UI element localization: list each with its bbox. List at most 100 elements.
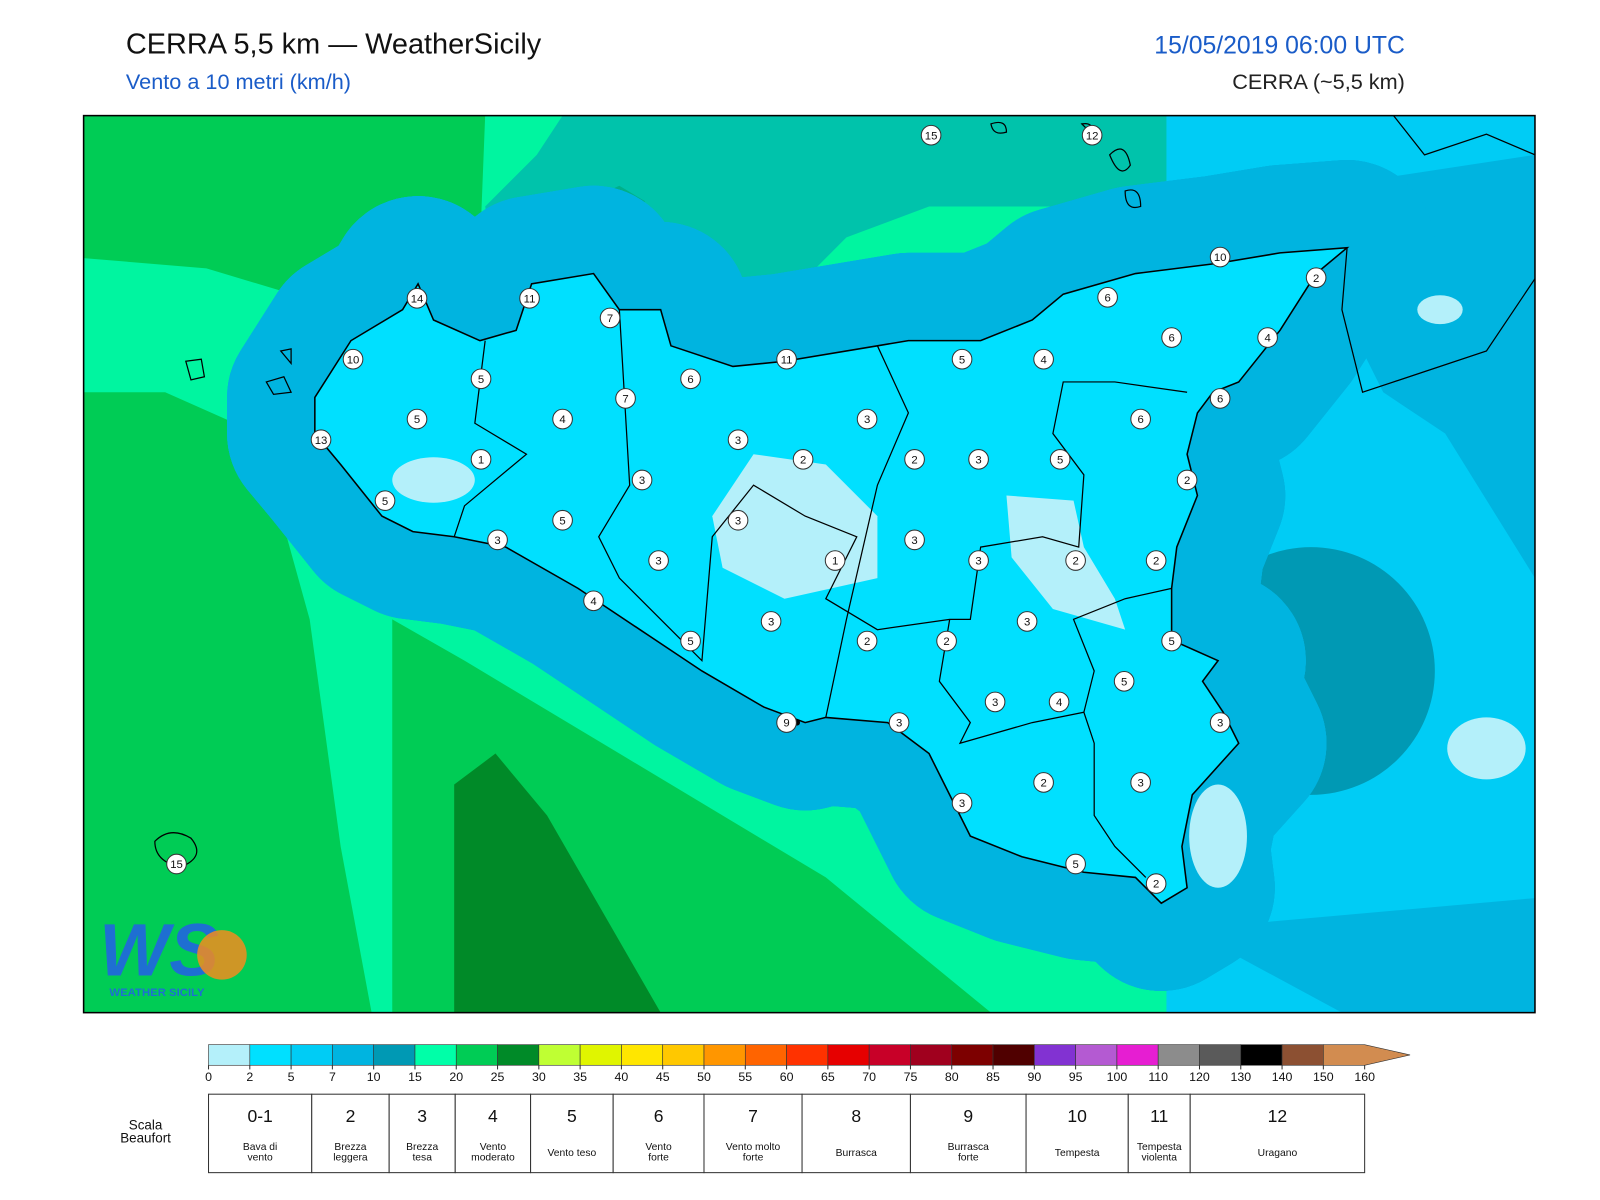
color-segment: [497, 1044, 540, 1066]
beaufort-box: [909, 1093, 1027, 1174]
station-marker: [1048, 691, 1070, 713]
station-marker: [968, 550, 989, 571]
station-value: 2: [1040, 778, 1046, 790]
beaufort-force: 9: [963, 1106, 973, 1126]
title: CERRA 5,5 km — WeatherSicily: [126, 29, 542, 61]
station-value: 5: [1072, 859, 1078, 871]
color-segment: [868, 1044, 911, 1066]
station-value: 13: [315, 435, 328, 447]
beaufort-box: [612, 1093, 705, 1174]
station-value: 2: [911, 454, 917, 466]
tick-label: 85: [986, 1070, 1000, 1084]
station-marker: [599, 307, 621, 329]
station-marker: [1145, 550, 1167, 571]
station-value: 2: [1184, 475, 1190, 487]
station-marker: [1257, 327, 1278, 348]
station-marker: [856, 408, 878, 430]
station-marker: [1049, 449, 1071, 470]
station-marker: [166, 853, 187, 875]
tick-label: 120: [1189, 1070, 1210, 1084]
tick-label: 80: [945, 1070, 959, 1084]
station-value: 11: [781, 354, 793, 366]
station-marker: [951, 348, 973, 370]
station-marker: [968, 449, 989, 470]
station-value: 7: [622, 394, 628, 406]
station-marker: [1161, 630, 1182, 652]
beaufort-description: Tempesta violenta: [1137, 1142, 1182, 1163]
color-segment: [373, 1044, 416, 1066]
station-marker: [776, 712, 797, 733]
beaufort-force: 3: [417, 1106, 427, 1126]
tick-label: 35: [573, 1070, 587, 1084]
station-value: 6: [1137, 414, 1143, 426]
model: CERRA (~5,5 km): [1232, 69, 1405, 94]
station-value: 10: [347, 354, 360, 366]
station-value: 4: [590, 596, 596, 608]
station-value: 6: [687, 374, 693, 386]
station-marker: [648, 550, 669, 571]
color-segment: [1281, 1044, 1324, 1066]
station-value: 3: [911, 535, 917, 547]
station-value: 10: [1214, 252, 1227, 264]
station-value: 9: [783, 718, 789, 730]
scale-label: Scala Beaufort: [120, 1117, 171, 1145]
tick-label: 150: [1313, 1070, 1334, 1084]
beaufort-force: 7: [748, 1106, 758, 1126]
station-value: 3: [494, 535, 500, 547]
beaufort-force: 12: [1268, 1106, 1288, 1126]
color-segment: [662, 1044, 705, 1066]
station-value: 5: [1121, 676, 1127, 688]
station-value: 5: [1168, 636, 1174, 648]
color-segment: [1199, 1044, 1242, 1066]
beaufort-box: [1189, 1093, 1366, 1174]
station-value: 4: [1056, 697, 1062, 709]
tick-label: 15: [408, 1070, 422, 1084]
station-value: 5: [559, 515, 565, 527]
station-marker: [824, 550, 846, 571]
station-marker: [727, 429, 749, 451]
station-value: 14: [411, 293, 424, 305]
station-marker: [615, 388, 636, 409]
beaufort-force: 0-1: [247, 1106, 272, 1126]
station-marker: [1161, 327, 1182, 348]
tick-label: 90: [1027, 1070, 1041, 1084]
station-value: 5: [478, 374, 484, 386]
station-marker: [888, 712, 910, 733]
station-value: 1: [478, 454, 484, 466]
beaufort-description: Brezza leggera: [333, 1142, 368, 1163]
tick-label: 10: [367, 1070, 381, 1084]
color-segment: [1240, 1044, 1283, 1066]
station-marker: [470, 368, 492, 390]
color-segment: [992, 1044, 1035, 1066]
tick-label: 65: [821, 1070, 835, 1084]
station-marker: [1176, 469, 1198, 491]
station-value: 2: [1313, 273, 1319, 285]
beaufort-box: [454, 1093, 532, 1174]
tick-label: 30: [532, 1070, 546, 1084]
station-value: 4: [1040, 354, 1046, 366]
tick-label: 45: [656, 1070, 670, 1084]
station-value: 3: [735, 515, 741, 527]
station-value: 6: [1168, 333, 1174, 345]
beaufort-box: [311, 1093, 390, 1174]
station-marker: [1130, 772, 1151, 793]
tick-label: 5: [288, 1070, 295, 1084]
station-marker: [1065, 853, 1086, 875]
station-value: 6: [1217, 394, 1223, 406]
station-value: 5: [382, 496, 388, 508]
tick-label: 140: [1272, 1070, 1293, 1084]
color-segment: [951, 1044, 994, 1066]
tick-label: 0: [205, 1070, 212, 1084]
tick-label: 50: [697, 1070, 711, 1084]
tick-label: 2: [246, 1070, 253, 1084]
station-marker: [1113, 670, 1135, 692]
station-marker: [583, 590, 604, 612]
station-value: 15: [170, 859, 183, 871]
beaufort-description: Vento molto forte: [726, 1142, 781, 1163]
color-segment: [332, 1044, 374, 1066]
beaufort-force: 5: [567, 1106, 577, 1126]
color-segment: [621, 1044, 664, 1066]
station-value: 2: [800, 454, 806, 466]
color-segment: [1157, 1044, 1200, 1066]
beaufort-force: 4: [488, 1106, 498, 1126]
